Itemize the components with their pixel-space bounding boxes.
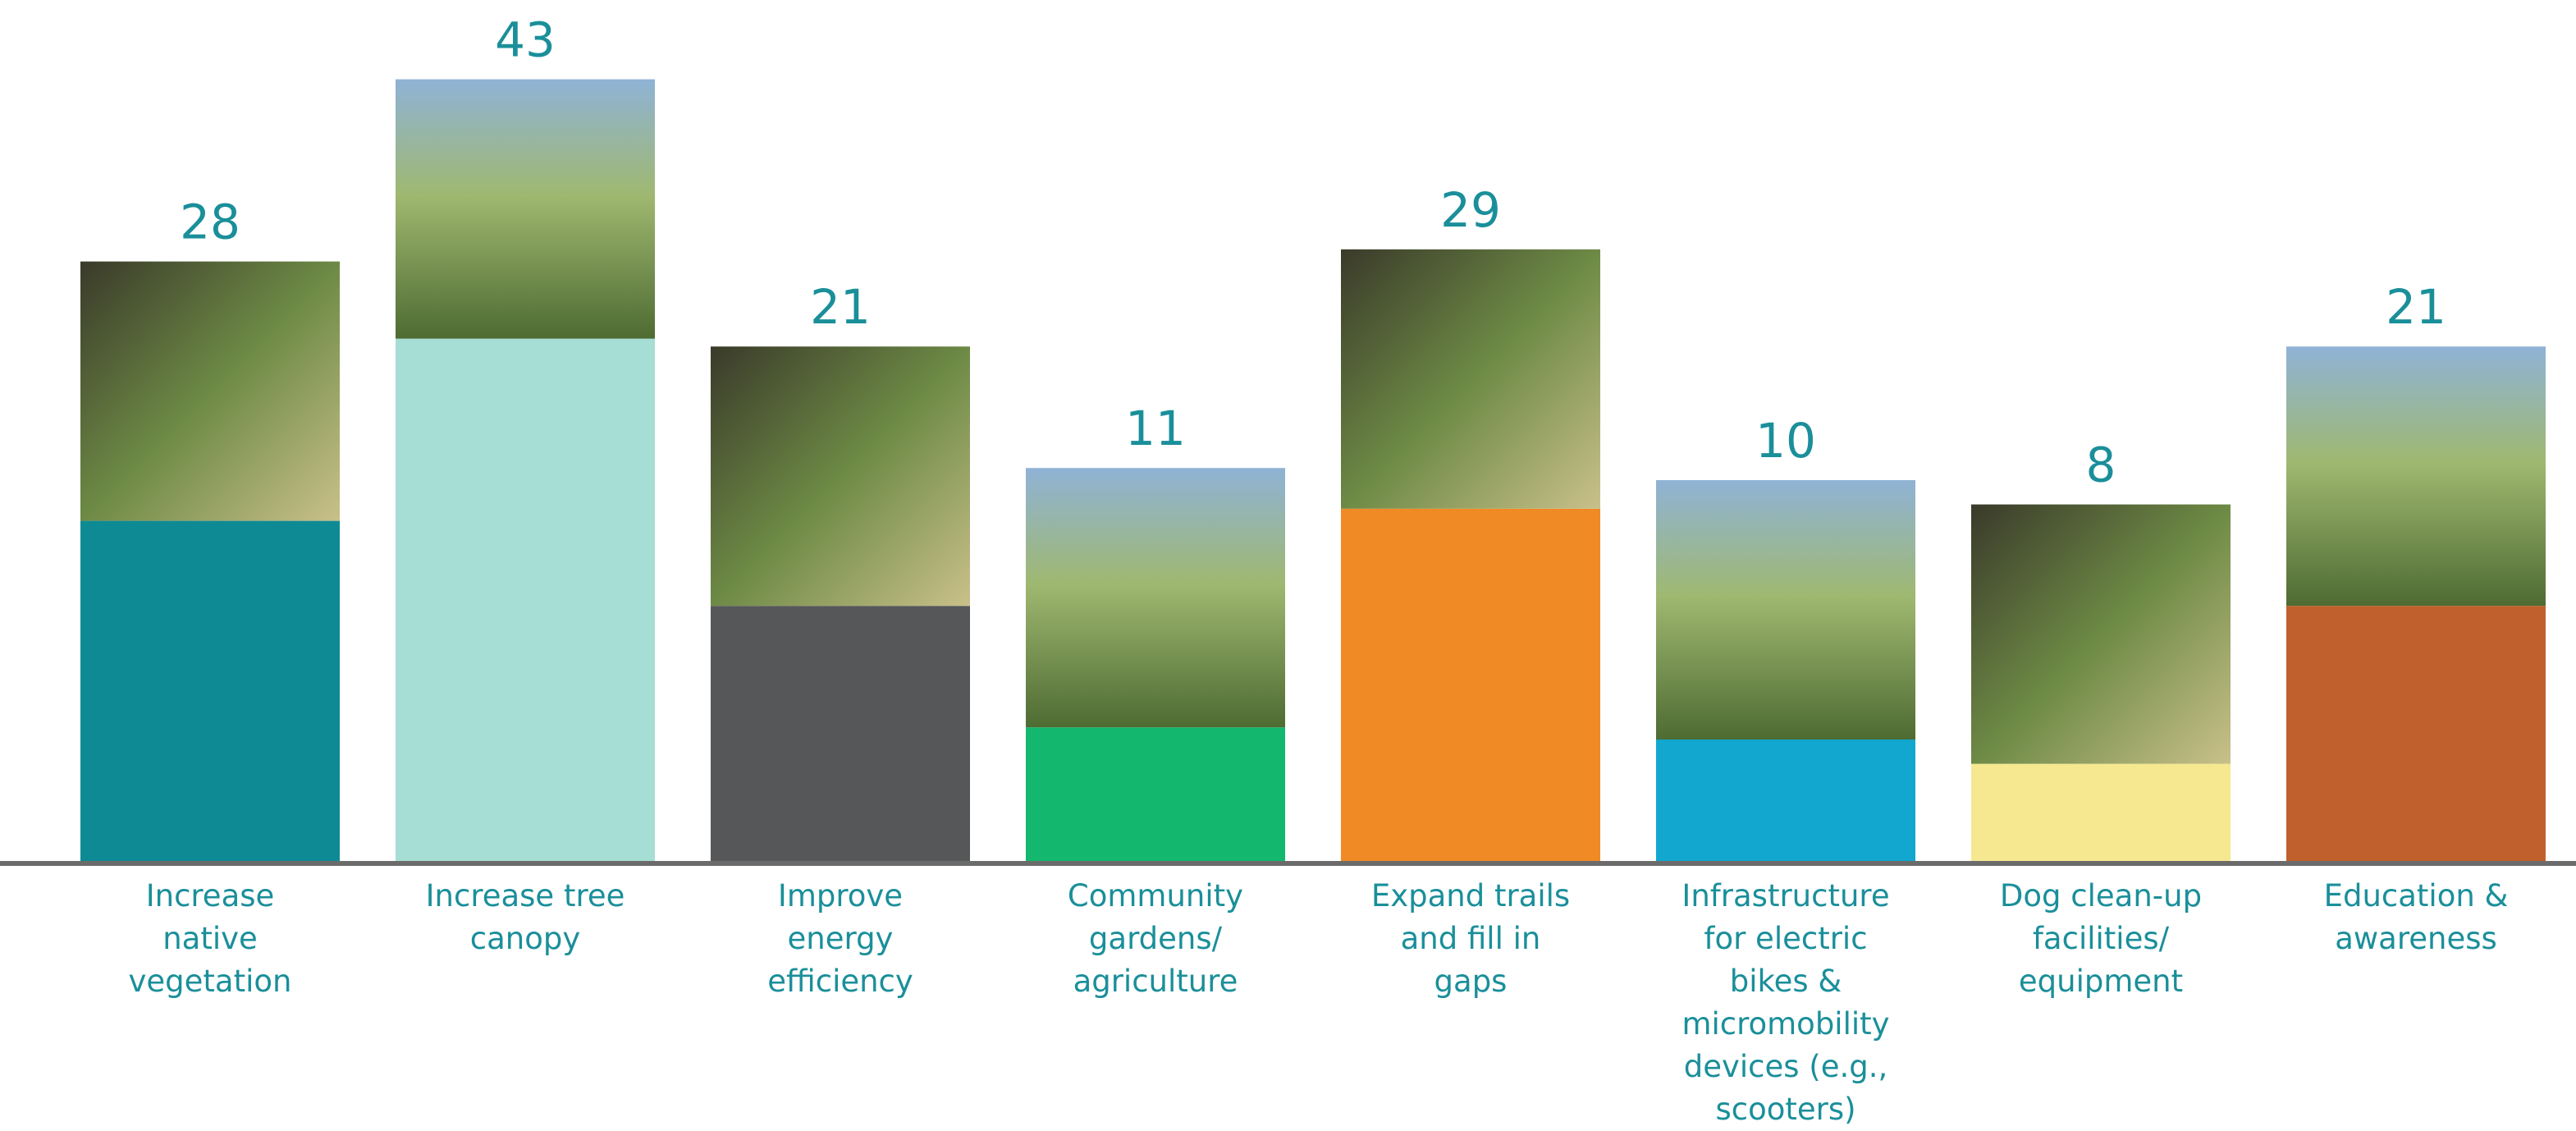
x-tick-label: Infrastructure for electric bikes & micr… bbox=[1681, 878, 1890, 1127]
x-tick-label: Expand trails and fill in gaps bbox=[1370, 878, 1571, 999]
value-label: 28 bbox=[180, 195, 240, 250]
bar bbox=[2286, 606, 2546, 861]
photo bbox=[1341, 249, 1600, 509]
x-tick-label: Improve energy efficiency bbox=[767, 878, 913, 999]
bar bbox=[1971, 763, 2231, 861]
bar bbox=[1341, 508, 1600, 861]
value-label: 21 bbox=[2386, 279, 2446, 335]
x-tick-label: Education & awareness bbox=[2323, 878, 2509, 956]
photo bbox=[1971, 504, 2231, 764]
bar bbox=[80, 520, 340, 861]
photo bbox=[1026, 468, 1285, 728]
photo bbox=[80, 261, 340, 521]
photo bbox=[711, 346, 970, 607]
value-label: 21 bbox=[810, 279, 871, 335]
x-tick-label: Community gardens/ agriculture bbox=[1067, 878, 1244, 999]
value-label: 10 bbox=[1755, 413, 1816, 469]
x-tick-label: Increase native vegetation bbox=[128, 878, 292, 999]
x-tick-label: Increase tree canopy bbox=[425, 878, 625, 956]
bar bbox=[1656, 740, 1915, 861]
value-label: 29 bbox=[1440, 182, 1501, 238]
photo bbox=[1656, 480, 1915, 740]
value-label: 11 bbox=[1125, 401, 1186, 456]
value-label: 8 bbox=[2086, 437, 2116, 493]
x-tick-label: Dog clean-up facilities/ equipment bbox=[1999, 878, 2203, 999]
bar bbox=[711, 606, 970, 861]
value-label: 43 bbox=[495, 12, 556, 68]
photo bbox=[396, 79, 655, 339]
bar bbox=[1026, 727, 1285, 861]
photo bbox=[2286, 346, 2546, 607]
bar bbox=[396, 338, 655, 862]
